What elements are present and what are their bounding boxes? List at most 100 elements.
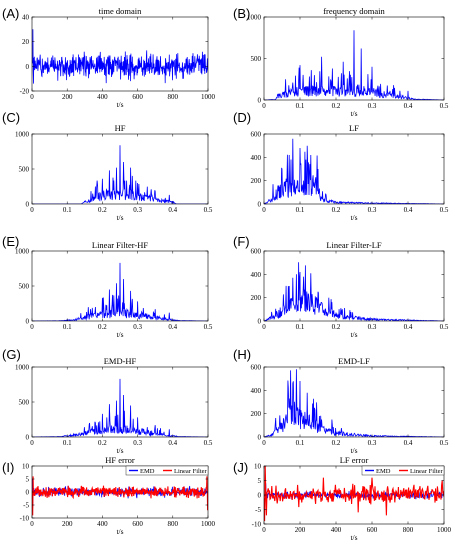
y-tick-label: 1000 — [15, 131, 30, 139]
panel-f: (F) Linear Filter-LF 0 0.1 0.2 0.3 0.4 0.5 0 200 4… — [233, 234, 449, 339]
y-tick-label: 10 — [22, 463, 30, 471]
y-tick-label: 400 — [251, 154, 262, 162]
chart-title: Linear Filter-LF — [326, 240, 382, 250]
panel-j: (J) LF error 0 200 400 600 800 1000 -10 -5 0 5 10 t/s… — [233, 455, 452, 542]
x-axis-label: t/s — [350, 330, 357, 339]
y-tick-label: 0 — [258, 434, 262, 442]
x-tick-label: 0 — [262, 323, 266, 331]
legend: EMD Linear Filter — [361, 465, 445, 476]
y-tick-label: 200 — [251, 294, 262, 302]
x-tick-label: 0.3 — [368, 206, 377, 214]
x-tick-label: 0.2 — [332, 206, 341, 214]
x-tick-label: 0 — [30, 323, 34, 331]
x-tick-label: 200 — [295, 526, 306, 534]
x-tick-label: 0.2 — [332, 102, 341, 110]
y-tick-label: 600 — [251, 248, 262, 256]
panel-letter: (E) — [2, 234, 19, 249]
chart-title: time domain — [99, 6, 142, 16]
y-tick-label: 0 — [258, 97, 262, 105]
x-axis-label: t/s — [116, 100, 123, 109]
x-tick-label: 0.3 — [368, 439, 377, 447]
series-line — [32, 29, 208, 84]
x-tick-label: 0.1 — [63, 323, 72, 331]
panel-letter: (F) — [233, 234, 250, 249]
y-tick-label: 1000 — [247, 14, 262, 22]
x-tick-label: 0.5 — [440, 102, 449, 110]
x-tick-label: 0.4 — [404, 206, 413, 214]
chart-title: HF — [115, 123, 126, 133]
y-tick-label: 500 — [19, 166, 30, 174]
x-tick-label: 800 — [168, 93, 179, 101]
x-axis-label: t/s — [116, 446, 123, 455]
panel-d: (D) LF 0 0.1 0.2 0.3 0.4 0.5 0 200 400 600 t/s — [233, 110, 449, 222]
x-tick-label: 0 — [30, 93, 34, 101]
panel-letter: (B) — [233, 6, 250, 21]
axes-frame — [263, 250, 445, 322]
y-tick-label: 200 — [251, 177, 262, 185]
series-line — [32, 145, 208, 204]
x-tick-label: 0 — [30, 520, 34, 528]
chart-title: EMD-HF — [104, 356, 137, 366]
y-tick-label: -5 — [23, 502, 29, 510]
panel-g: (G) EMD-HF 0 0.1 0.2 0.3 0.4 0.5 0 500 1000 t/s — [2, 347, 213, 455]
chart-title: LF error — [340, 455, 369, 465]
x-axis-label: t/s — [350, 533, 357, 542]
y-tick-label: 1000 — [15, 248, 30, 256]
x-axis-label: t/s — [116, 330, 123, 339]
y-tick-label: 1000 — [15, 364, 30, 372]
y-tick-label: -10 — [20, 515, 30, 523]
y-tick-label: 500 — [19, 399, 30, 407]
y-tick-label: 600 — [251, 131, 262, 139]
panel-i: (I) HF error 0 200 400 600 800 1000 -10 -5 0 5 10 t/s… — [2, 455, 216, 536]
panel-letter: (I) — [2, 460, 14, 475]
chart-title: frequency domain — [323, 6, 385, 16]
y-tick-label: 0 — [258, 492, 262, 500]
y-tick-label: 0 — [26, 318, 30, 326]
panel-letter: (A) — [2, 6, 19, 21]
x-tick-label: 0.3 — [133, 206, 142, 214]
y-tick-label: 5 — [26, 476, 30, 484]
axes-frame — [263, 366, 445, 438]
x-tick-label: 200 — [62, 93, 73, 101]
x-tick-label: 0.5 — [204, 323, 213, 331]
y-tick-label: 20 — [22, 38, 30, 46]
x-tick-label: 0.4 — [168, 323, 177, 331]
x-tick-label: 0.2 — [332, 439, 341, 447]
axes-frame — [263, 133, 445, 205]
series-line-linear-filter — [264, 466, 444, 522]
y-tick-label: 400 — [251, 387, 262, 395]
x-tick-label: 0.1 — [296, 102, 305, 110]
x-tick-label: 0.1 — [63, 439, 72, 447]
y-tick-label: -5 — [255, 506, 261, 514]
x-tick-label: 0 — [30, 206, 34, 214]
x-tick-label: 0.1 — [296, 439, 305, 447]
series-line — [32, 378, 208, 437]
panel-letter: (H) — [233, 347, 251, 362]
x-tick-label: 0.4 — [168, 206, 177, 214]
x-tick-label: 0 — [30, 439, 34, 447]
y-tick-label: 0 — [258, 201, 262, 209]
y-tick-label: 0 — [26, 489, 30, 497]
series-line-linear-filter — [32, 476, 208, 516]
y-tick-label: 400 — [251, 271, 262, 279]
y-tick-label: 500 — [19, 283, 30, 291]
y-tick-label: 10 — [254, 463, 262, 471]
x-tick-label: 0.5 — [204, 206, 213, 214]
x-tick-label: 0.3 — [133, 439, 142, 447]
series-line — [264, 30, 444, 100]
series-line — [264, 369, 444, 437]
x-tick-label: 0.3 — [368, 323, 377, 331]
series-line — [264, 262, 444, 321]
x-tick-label: 0.2 — [98, 206, 107, 214]
panel-letter: (J) — [233, 460, 248, 475]
x-tick-label: 0.5 — [440, 439, 449, 447]
x-axis-label: t/s — [350, 109, 357, 118]
x-axis-label: t/s — [116, 213, 123, 222]
x-tick-label: 400 — [97, 93, 108, 101]
chart-title: LF — [349, 123, 359, 133]
x-tick-label: 0.5 — [204, 439, 213, 447]
x-tick-label: 0.3 — [133, 323, 142, 331]
x-tick-label: 800 — [403, 526, 414, 534]
panel-letter: (D) — [233, 110, 251, 125]
